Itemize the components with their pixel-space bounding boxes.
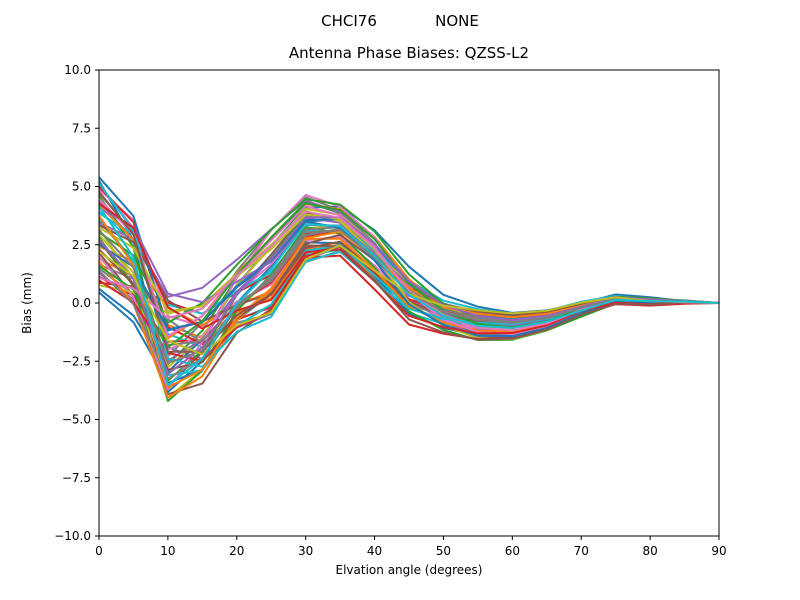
bias-line-series bbox=[99, 176, 719, 402]
y-axis-ticks: 10.0 7.5 5.0 2.5 0.0 −2.5 −5.0 −7.5 −10.0 bbox=[54, 63, 99, 543]
y-axis-label: Bias (mm) bbox=[20, 272, 34, 334]
suptitle-mode: NONE bbox=[435, 12, 479, 30]
y-tick-label: 0.0 bbox=[72, 296, 91, 310]
y-tick-label: 2.5 bbox=[72, 238, 91, 252]
bias-line bbox=[99, 202, 719, 335]
x-axis-label: Elvation angle (degrees) bbox=[336, 563, 483, 577]
x-tick-label: 30 bbox=[298, 544, 313, 558]
x-tick-label: 60 bbox=[505, 544, 520, 558]
x-tick-label: 70 bbox=[574, 544, 589, 558]
bias-line bbox=[99, 205, 719, 387]
suptitle-station: CHCI76 bbox=[321, 12, 377, 30]
x-tick-label: 0 bbox=[95, 544, 103, 558]
x-tick-label: 50 bbox=[436, 544, 451, 558]
y-tick-label: −2.5 bbox=[62, 354, 91, 368]
x-tick-label: 80 bbox=[642, 544, 657, 558]
x-tick-label: 40 bbox=[367, 544, 382, 558]
axes-frame bbox=[98, 69, 720, 537]
bias-line bbox=[99, 229, 719, 364]
bias-line bbox=[99, 190, 719, 353]
axes-title: Antenna Phase Biases: QZSS-L2 bbox=[289, 44, 529, 62]
y-tick-label: −7.5 bbox=[62, 471, 91, 485]
y-tick-label: 7.5 bbox=[72, 121, 91, 135]
y-tick-label: 5.0 bbox=[72, 180, 91, 194]
x-tick-label: 20 bbox=[229, 544, 244, 558]
y-tick-label: −5.0 bbox=[62, 413, 91, 427]
y-tick-label: 10.0 bbox=[64, 63, 91, 77]
x-tick-label: 10 bbox=[160, 544, 175, 558]
x-axis-ticks: 0 10 20 30 40 50 60 70 80 90 bbox=[95, 536, 727, 558]
x-tick-label: 90 bbox=[711, 544, 726, 558]
y-tick-label: −10.0 bbox=[54, 529, 91, 543]
